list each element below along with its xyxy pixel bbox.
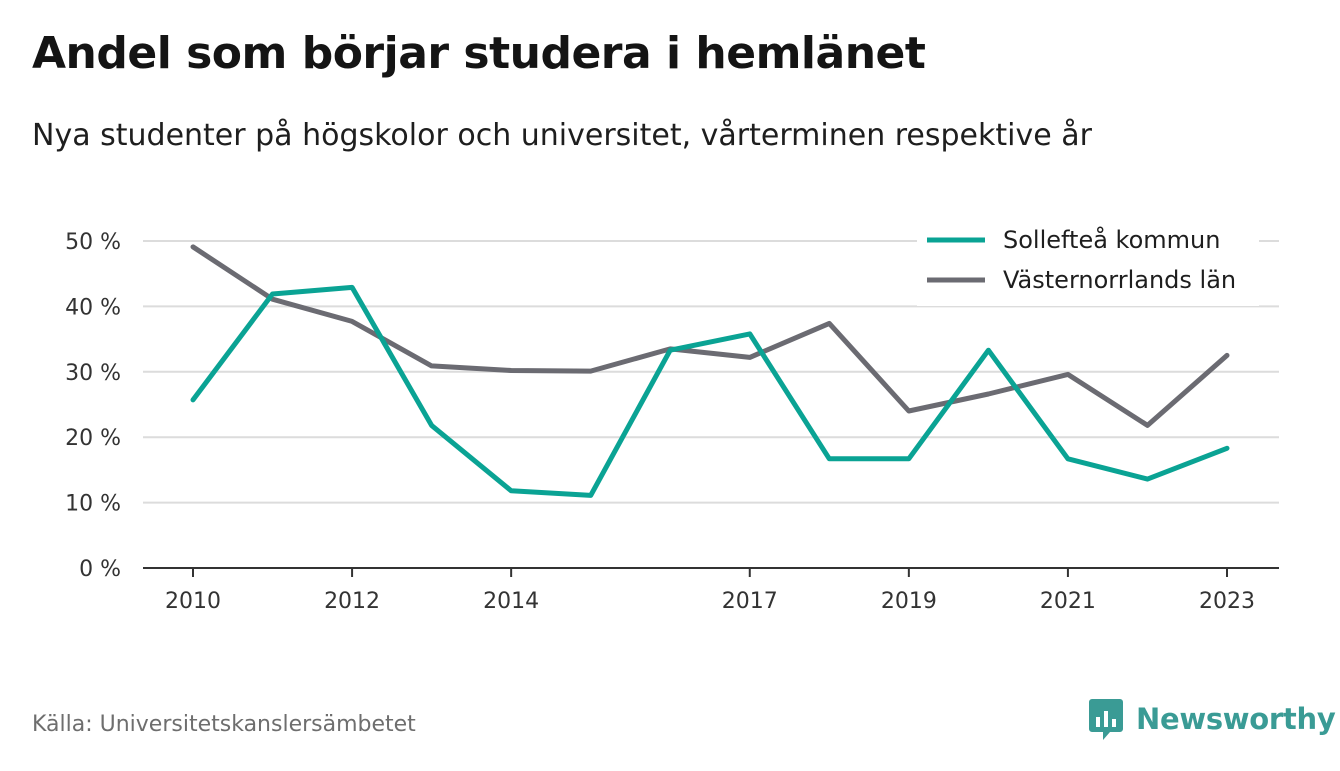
- y-tick-label: 40 %: [65, 295, 121, 320]
- chart-subtitle: Nya studenter på högskolor och universit…: [32, 118, 1092, 153]
- y-tick-label: 50 %: [65, 230, 121, 255]
- x-tick-label: 2019: [881, 589, 937, 614]
- source-note: Källa: Universitetskanslersämbetet: [32, 712, 416, 737]
- x-tick-label: 2017: [722, 589, 778, 614]
- y-tick-label: 10 %: [65, 492, 121, 517]
- y-axis-ticks: 0 % 10 % 20 % 30 % 40 % 50 %: [65, 230, 121, 582]
- legend-box: [917, 220, 1259, 306]
- brand-logo[interactable]: Newsworthy: [1088, 697, 1336, 741]
- y-tick-label: 30 %: [65, 361, 121, 386]
- x-tick-label: 2023: [1199, 589, 1255, 614]
- legend-label: Västernorrlands län: [1003, 266, 1236, 294]
- series-line-0: [190, 284, 1230, 498]
- x-tick-label: 2014: [483, 589, 539, 614]
- legend-label: Sollefteå kommun: [1003, 225, 1220, 254]
- chart-title: Andel som börjar studera i hemlänet: [32, 28, 926, 79]
- newsworthy-logo-icon: [1089, 699, 1123, 740]
- y-tick-label: 20 %: [65, 426, 121, 451]
- x-axis: 2010 2012 2014 2017 2019 2021 2023: [143, 567, 1279, 614]
- legend: Sollefteå kommun Västernorrlands län: [917, 220, 1259, 306]
- y-tick-label: 0 %: [79, 557, 121, 582]
- series-line-1: [190, 244, 1230, 428]
- x-tick-label: 2021: [1040, 589, 1096, 614]
- series-lines: [190, 244, 1230, 498]
- x-tick-label: 2010: [165, 589, 221, 614]
- x-tick-label: 2012: [324, 589, 380, 614]
- brand-name: Newsworthy: [1136, 702, 1336, 736]
